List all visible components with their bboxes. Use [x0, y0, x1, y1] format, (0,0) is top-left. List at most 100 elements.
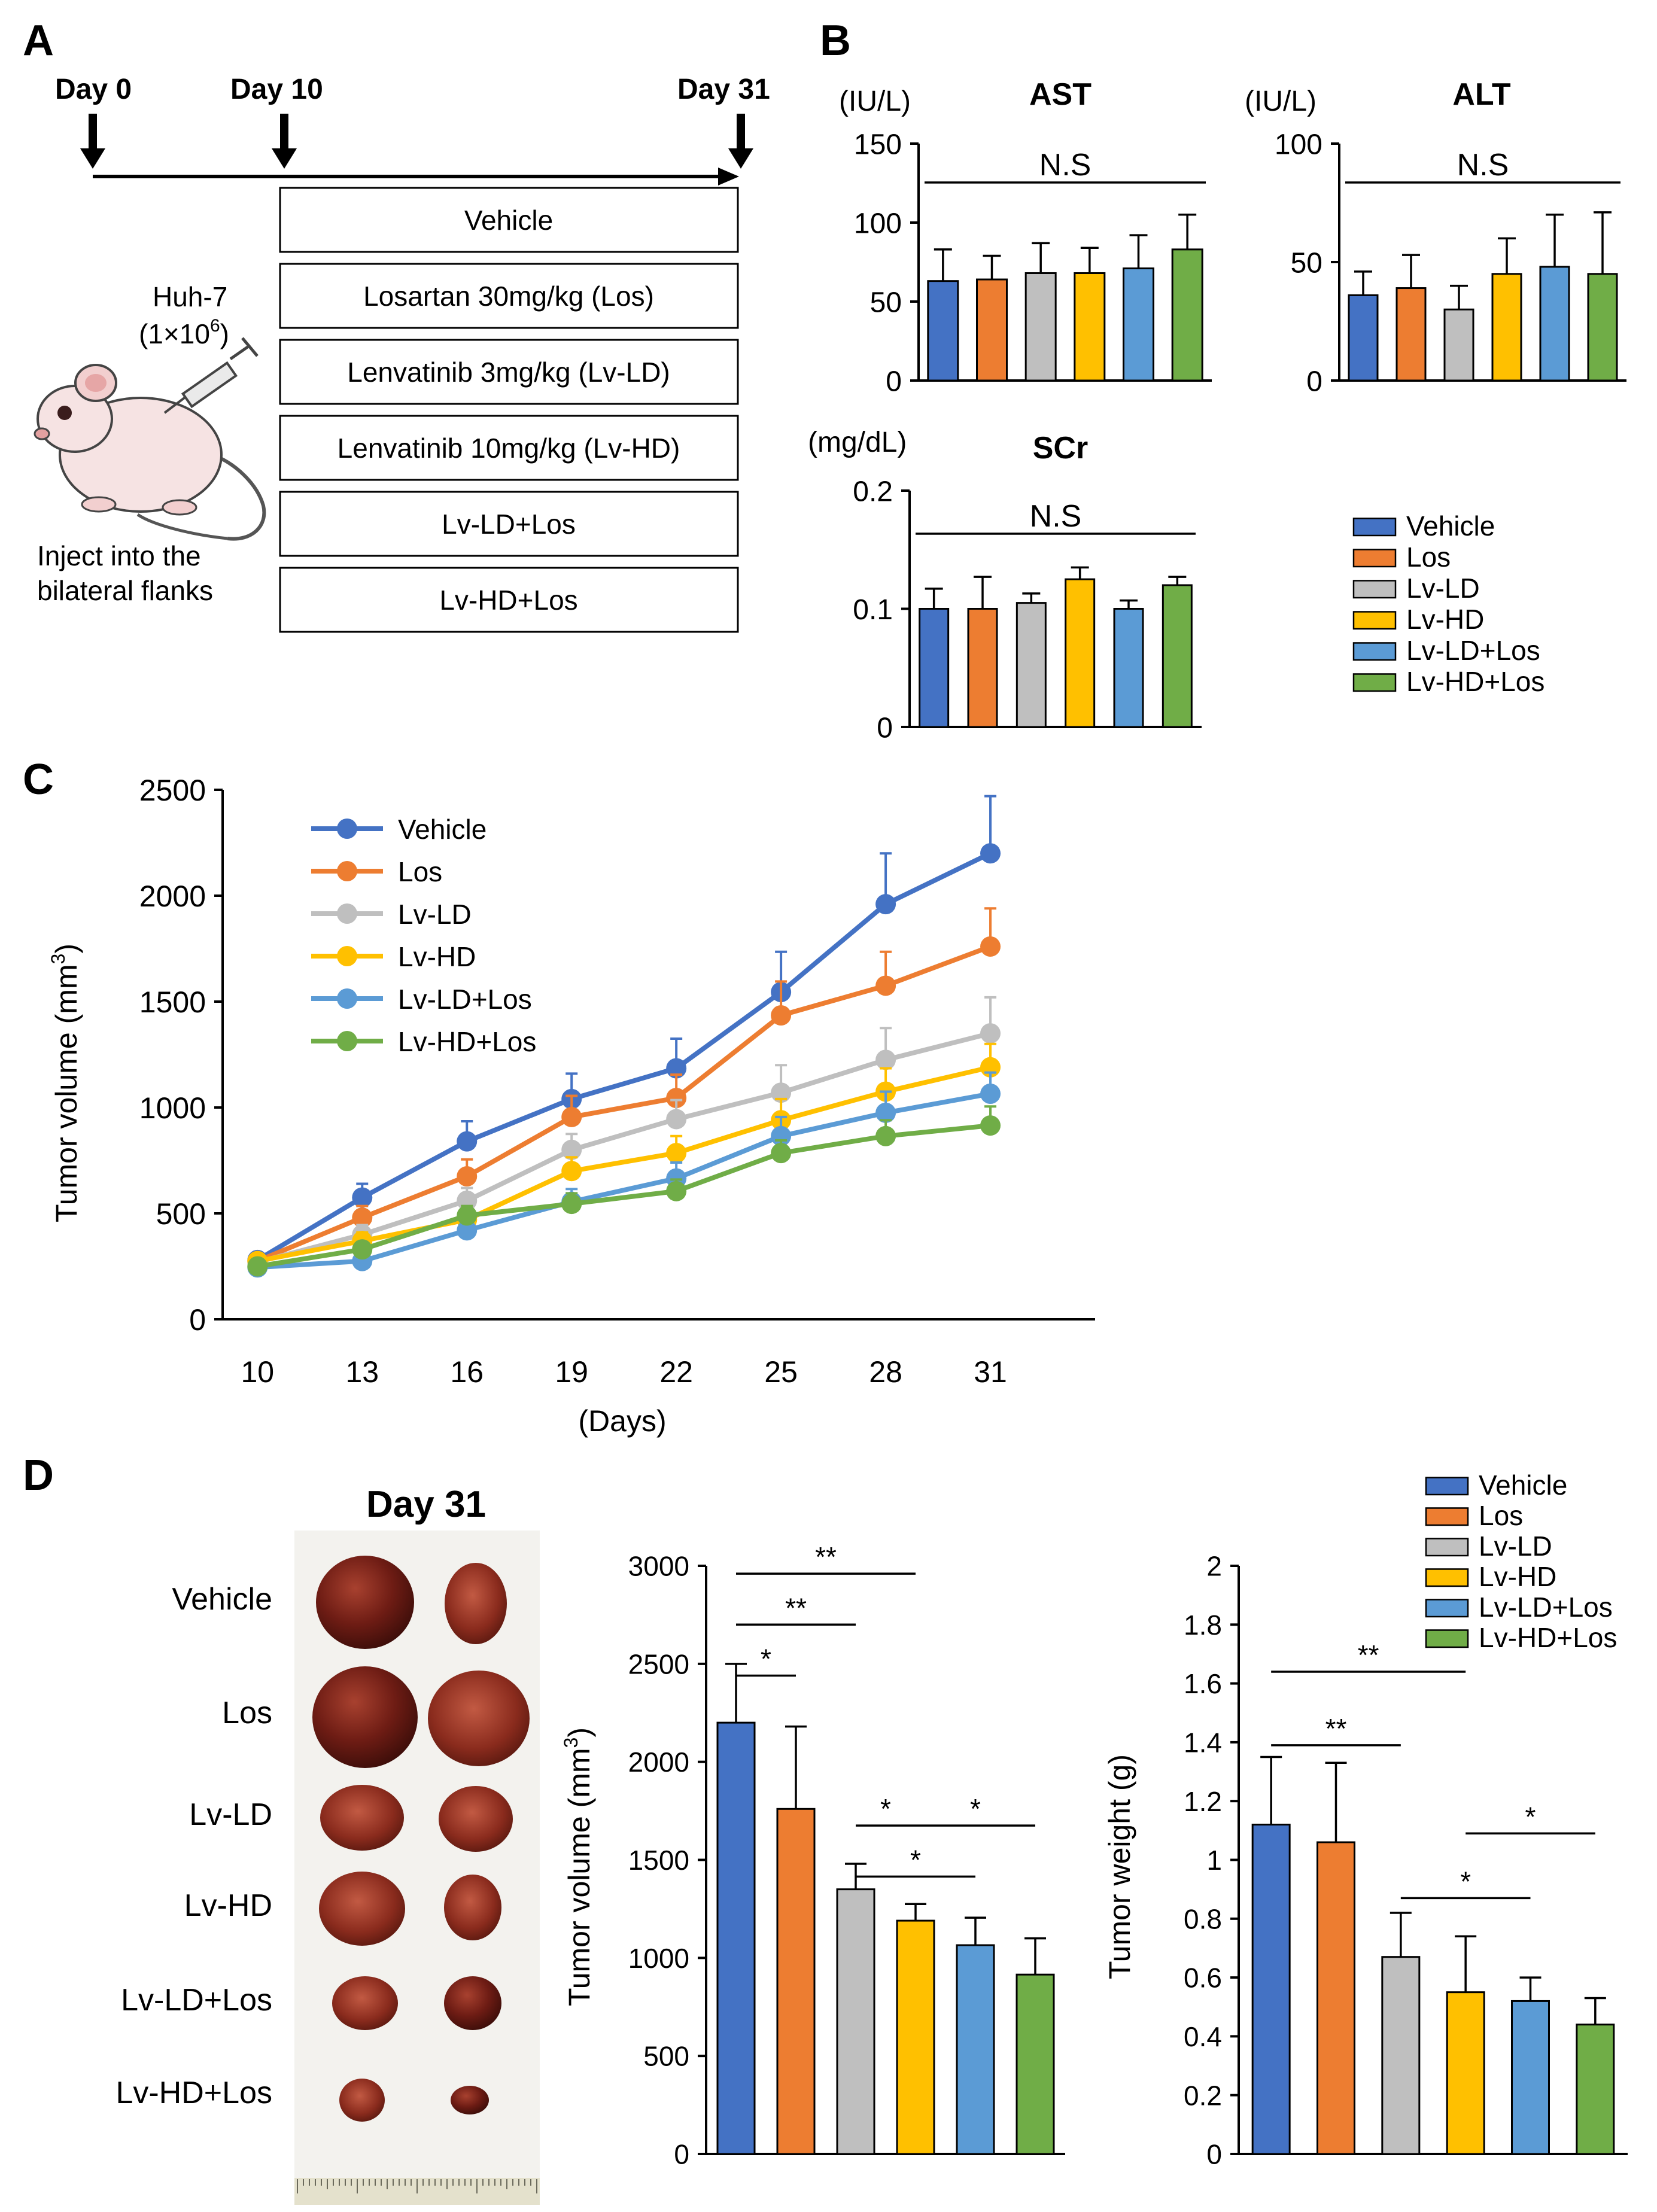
growth-legend-label-lv-ld: Lv-LD	[398, 899, 472, 930]
growth-y-tick-label: 2000	[139, 880, 206, 913]
volume-y-tick-label: 1500	[628, 1845, 689, 1876]
alt-bar-vehicle	[1348, 294, 1379, 382]
weight-y-tick-label: 1.4	[1184, 1727, 1222, 1758]
photo-row-lv-hd-los: Lv-HD+Los	[115, 2076, 489, 2122]
volume-y-tick-label: 3000	[628, 1551, 689, 1582]
scr-y-tick-label: 0	[877, 712, 893, 744]
timeline-day0-label: Day 0	[55, 74, 132, 105]
growth-legend-marker-lv-hd	[337, 946, 357, 966]
photo-title: Day 31	[366, 1484, 486, 1525]
growth-point-lv-hd-los	[352, 1239, 373, 1260]
panel-a: A Day 0 Day 10 Day 31 Vehicle Losartan 3…	[23, 17, 770, 633]
growth-point-los	[875, 975, 896, 996]
weight-bar-lv-ld-los	[1511, 2000, 1550, 2155]
group-box-vehicle-label: Vehicle	[464, 205, 553, 236]
photo-row-lv-ld: Lv-LD	[189, 1785, 513, 1852]
legend-label-lv-ld-los: Lv-LD+Los	[1406, 635, 1540, 666]
growth-line-vehicle	[256, 851, 992, 1262]
panel-c-letter: C	[23, 756, 54, 804]
growth-point-vehicle	[457, 1131, 478, 1152]
legend-label-los: Los	[1479, 1500, 1523, 1531]
volume-y-axis-label: Tumor volume (mm3)	[560, 1727, 596, 2006]
group-box-lv-hd-los-label: Lv-HD+Los	[439, 585, 577, 616]
ast-chart: AST (IU/L) 0 50 100 150 N.S	[839, 77, 1212, 397]
scr-unit: (mg/dL)	[808, 427, 907, 458]
volume-bar-lv-hd	[896, 1919, 935, 2155]
ast-bar-lv-ld	[1024, 272, 1057, 382]
cell-line-label: Huh-7	[153, 281, 227, 312]
growth-line-los	[256, 944, 992, 1264]
growth-x-tick-label: 19	[555, 1355, 588, 1389]
panel-b-letter: B	[820, 17, 851, 65]
legend-swatch-lv-ld-los	[1352, 642, 1397, 661]
scr-title: SCr	[1033, 431, 1088, 465]
ast-y-tick-label: 100	[854, 208, 902, 239]
photo-row-label-lv-hd-los: Lv-HD+Los	[115, 2076, 272, 2110]
tumor-vehicle-1	[316, 1556, 414, 1649]
growth-legend: Vehicle Los Lv-LD Lv-HD Lv-LD+Los Lv-HD+Los	[311, 814, 536, 1057]
scr-bar-vehicle	[919, 608, 950, 728]
panel-c: C Tumor volume (mm3) (Days) 0 500 1000 1500…	[23, 756, 1095, 1438]
scr-bar-lv-hd-los	[1162, 584, 1193, 728]
legend-label-lv-ld: Lv-LD	[1479, 1531, 1552, 1562]
scr-y-tick-label: 0.2	[853, 476, 893, 507]
growth-point-vehicle	[875, 894, 896, 915]
growth-y-axis-label-base: Tumor volume (mm	[50, 964, 83, 1222]
group-box-lv-ld-los-label: Lv-LD+Los	[442, 509, 576, 540]
growth-point-los	[561, 1106, 582, 1127]
timeline-axis	[93, 168, 739, 185]
alt-bar-lv-ld-los	[1539, 266, 1570, 382]
growth-series-los	[247, 907, 1001, 1271]
tumor-lv-ld-los-2	[444, 1976, 501, 2030]
group-box-lv-hd	[279, 415, 739, 481]
tumor-los-1	[312, 1666, 418, 1768]
growth-point-vehicle	[980, 843, 1001, 864]
growth-legend-marker-lv-hd-los	[337, 1031, 357, 1051]
weight-y-tick-label: 2	[1206, 1551, 1222, 1582]
timeline-arrow-day10	[272, 114, 297, 169]
scr-chart: SCr (mg/dL) 0 0.1 0.2 N.S	[808, 427, 1202, 744]
weight-significance-label: **	[1358, 1639, 1379, 1671]
volume-bar-lv-hd-los	[1016, 1973, 1055, 2155]
tumor-lv-ld-1	[320, 1785, 404, 1851]
alt-bar-lv-hd-los	[1587, 273, 1618, 382]
legend-swatch-lv-ld	[1425, 1538, 1469, 1557]
growth-point-lv-hd-los	[247, 1256, 268, 1277]
volume-significance-label: **	[785, 1592, 807, 1623]
legend-swatch-los	[1352, 549, 1397, 568]
photo-row-label-los: Los	[222, 1696, 272, 1730]
weight-bar-los	[1317, 1841, 1355, 2155]
growth-y-tick-label: 2500	[139, 774, 206, 807]
alt-y-tick-label: 50	[1291, 247, 1322, 279]
tumor-vehicle-2	[445, 1563, 507, 1644]
photo-row-label-lv-ld: Lv-LD	[189, 1797, 272, 1832]
volume-significance-label: *	[761, 1643, 771, 1674]
growth-y-tick-label: 1000	[139, 1091, 206, 1125]
ast-y-tick-label: 150	[854, 129, 902, 160]
treatment-group-boxes: Vehicle Losartan 30mg/kg (Los) Lenvatini…	[279, 187, 739, 633]
growth-point-lv-ld	[980, 1023, 1001, 1044]
legend-label-vehicle: Vehicle	[1406, 510, 1495, 541]
growth-legend-marker-vehicle	[337, 819, 357, 839]
volume-y-tick-label: 1000	[628, 1943, 689, 1974]
photo-row-lv-ld-los: Lv-LD+Los	[121, 1976, 501, 2030]
weight-bar-vehicle	[1251, 1824, 1291, 2155]
ast-y-tick-label: 0	[886, 366, 902, 397]
growth-x-tick-label: 22	[659, 1355, 693, 1389]
legend-label-vehicle: Vehicle	[1479, 1469, 1567, 1501]
growth-y-axis-label-sup: 3	[47, 954, 69, 964]
legend-swatch-vehicle	[1425, 1477, 1469, 1496]
growth-y-tick-label: 500	[156, 1197, 206, 1231]
volume-y-axis-label-sup: 3	[560, 1738, 582, 1748]
alt-y-tick-label: 100	[1275, 129, 1322, 160]
growth-y-axis-label-end: )	[50, 944, 83, 954]
growth-point-lv-ld	[666, 1109, 687, 1130]
growth-line-lv-ld-los	[257, 1091, 991, 1270]
panel-d: D Day 31 Vehicle Los Lv-LD	[23, 1452, 1628, 2205]
weight-y-tick-label: 0.4	[1184, 2021, 1222, 2052]
photo-ruler	[294, 2178, 540, 2205]
volume-significance-label: *	[880, 1793, 891, 1824]
growth-legend-label-lv-hd-los: Lv-HD+Los	[398, 1026, 536, 1057]
growth-legend-marker-lv-ld	[337, 903, 357, 924]
growth-y-axis-label: Tumor volume (mm3)	[47, 944, 83, 1222]
